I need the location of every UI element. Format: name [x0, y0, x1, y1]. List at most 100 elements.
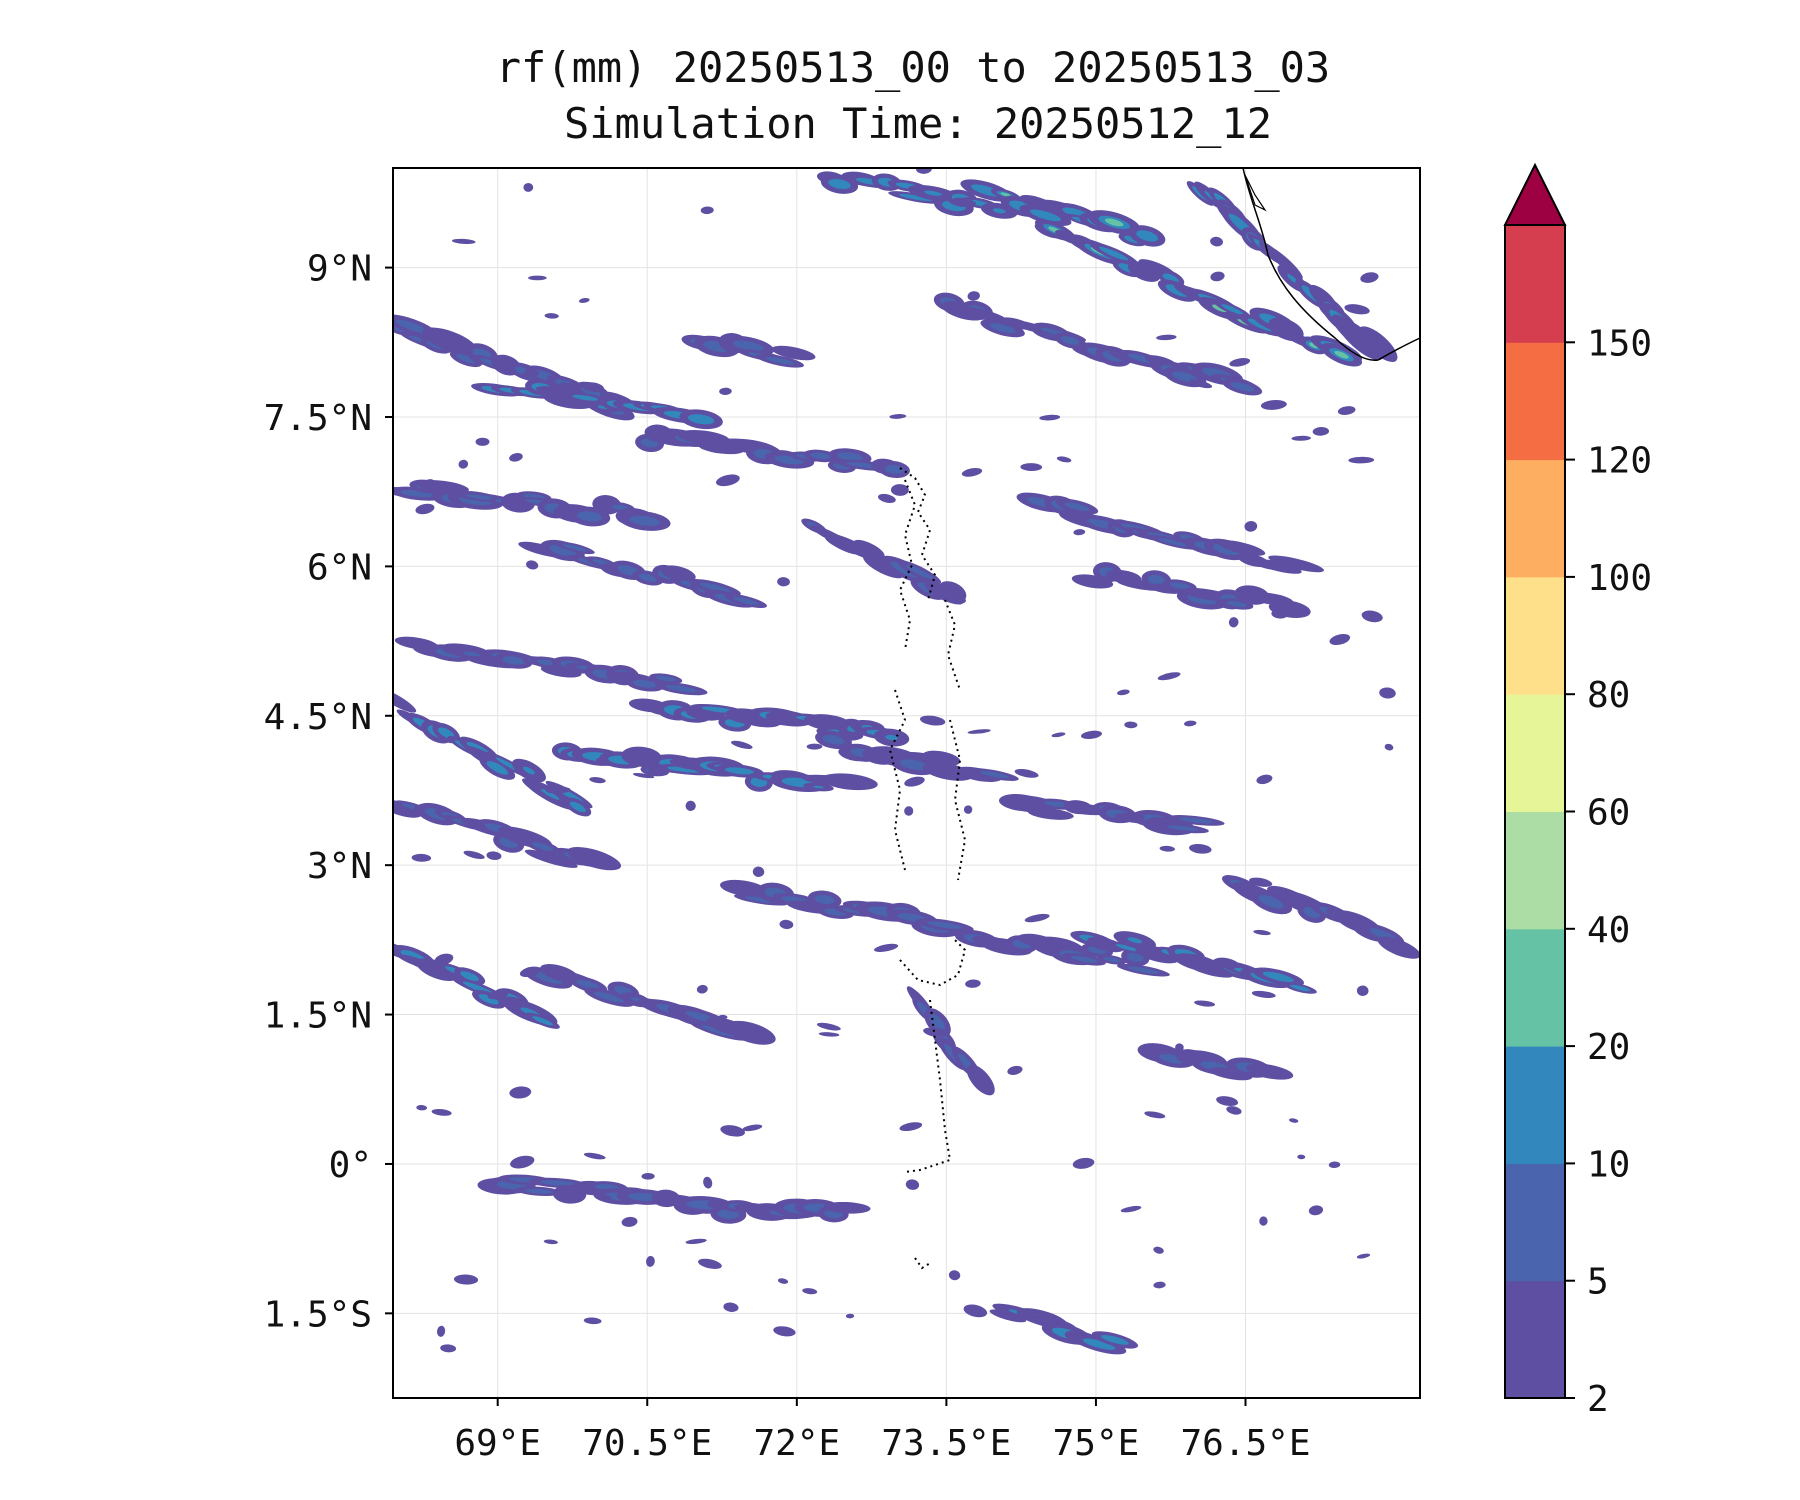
colorbar-segment	[1505, 1046, 1565, 1164]
rain-band	[954, 929, 1170, 977]
rain-cell-peak	[992, 208, 1006, 214]
rain-cell-core	[572, 394, 599, 401]
rain-cell-peak	[1212, 304, 1228, 313]
rain-cell	[821, 773, 878, 791]
rain-band	[998, 793, 1225, 836]
rain-cell-core	[1178, 817, 1214, 824]
rain-cell-core	[633, 679, 657, 688]
rain-speck	[1359, 332, 1370, 344]
rain-speck	[1249, 877, 1273, 887]
rain-speck	[527, 370, 540, 377]
rain-cell-peak	[1089, 1340, 1109, 1348]
rain-cell-core	[576, 979, 600, 990]
rain-speck	[742, 1124, 763, 1132]
colorbar-segment	[1505, 576, 1565, 695]
rain-speck	[967, 291, 980, 301]
y-tick-label: 1.5°N	[264, 996, 372, 1037]
rain-cell-core	[1226, 601, 1247, 607]
rain-speck	[816, 1022, 841, 1031]
colorbar-extend-arrow	[1503, 162, 1567, 226]
rain-speck	[543, 1239, 558, 1245]
rain-cell-peak	[674, 767, 695, 772]
rain-cell-core	[1262, 971, 1294, 982]
rain-cell-core	[1029, 209, 1061, 222]
y-tick-label: 0°	[329, 1145, 372, 1186]
rain-band	[989, 1303, 1139, 1355]
rain-cell-core	[1147, 574, 1166, 585]
rain-cell-core	[540, 1180, 575, 1186]
rain-speck	[716, 474, 740, 487]
rain-speck	[1251, 990, 1276, 998]
rain-speck	[1210, 236, 1223, 247]
rain-speck	[411, 853, 432, 862]
rain-speck	[1153, 1246, 1164, 1254]
rain-cell-core	[814, 894, 835, 905]
rainfall-contours	[393, 168, 1420, 1355]
rain-cell-core	[1099, 246, 1129, 261]
y-tick-label: 6°N	[307, 547, 372, 588]
rain-cell-core	[629, 515, 661, 526]
colorbar-label: 150	[1587, 323, 1652, 364]
rain-cell-peak	[813, 785, 824, 789]
rain-speck	[1256, 774, 1273, 785]
rain-speck	[452, 238, 476, 245]
rain-speck	[583, 1152, 606, 1160]
rain-band	[801, 518, 967, 605]
rain-speck	[1210, 271, 1225, 282]
rain-speck	[845, 1313, 855, 1319]
rain-speck	[1072, 1157, 1095, 1169]
rain-cell-core	[1115, 944, 1142, 952]
rain-cell	[823, 1201, 871, 1214]
x-tick-label: 70.5°E	[582, 1423, 712, 1464]
rain-speck	[578, 297, 590, 303]
rain-speck	[1073, 529, 1086, 536]
rain-cell	[422, 327, 478, 355]
rain-speck	[641, 1172, 655, 1180]
rain-speck	[436, 1325, 446, 1337]
colorbar-label: 2	[1587, 1379, 1609, 1420]
rain-cell-core	[1258, 894, 1284, 909]
colorbar-label: 100	[1587, 558, 1652, 599]
rain-cell	[416, 958, 458, 982]
rain-cell-core	[929, 1014, 946, 1031]
rain-cell-peak	[708, 707, 729, 712]
rain-cell-peak	[441, 729, 451, 737]
rain-cell-peak	[885, 734, 898, 741]
rain-speck	[1384, 743, 1394, 751]
y-tick-label: 1.5°S	[264, 1294, 372, 1335]
rain-cell-core	[906, 564, 933, 579]
rain-cell-peak	[971, 201, 986, 205]
rain-cell	[1217, 540, 1266, 556]
rain-speck	[593, 1193, 612, 1200]
x-tick-label: 72°E	[753, 1423, 840, 1464]
rain-speck	[961, 467, 983, 477]
rain-cell-core	[1064, 502, 1090, 511]
rain-speck	[719, 387, 732, 395]
x-tick-label: 69°E	[454, 1423, 541, 1464]
rain-cell-core	[627, 1193, 661, 1201]
rain-band	[1221, 875, 1420, 959]
rain-cell-peak	[753, 779, 764, 786]
rain-cell	[1255, 559, 1302, 574]
rain-band	[628, 698, 910, 747]
rain-speck	[528, 275, 547, 281]
rain-speck	[1288, 1118, 1299, 1123]
rain-speck	[1356, 1253, 1371, 1259]
rain-speck	[1121, 813, 1145, 823]
rain-speck	[874, 943, 899, 952]
rain-speck	[1361, 610, 1383, 623]
rain-speck	[1337, 406, 1356, 415]
rain-cell-core	[562, 544, 587, 552]
rain-cell-core	[594, 991, 624, 1003]
rain-cell-core	[591, 558, 611, 566]
rain-speck	[1153, 1281, 1166, 1289]
rain-cell-core	[1169, 582, 1190, 589]
x-tick-label: 73.5°E	[881, 1423, 1011, 1464]
rain-speck	[475, 437, 490, 446]
rain-speck	[431, 1108, 452, 1116]
rain-cell-core	[1070, 955, 1098, 963]
rain-speck	[1253, 929, 1271, 936]
rain-speck	[1117, 689, 1130, 696]
rain-speck	[700, 206, 714, 215]
rain-speck	[486, 851, 502, 860]
